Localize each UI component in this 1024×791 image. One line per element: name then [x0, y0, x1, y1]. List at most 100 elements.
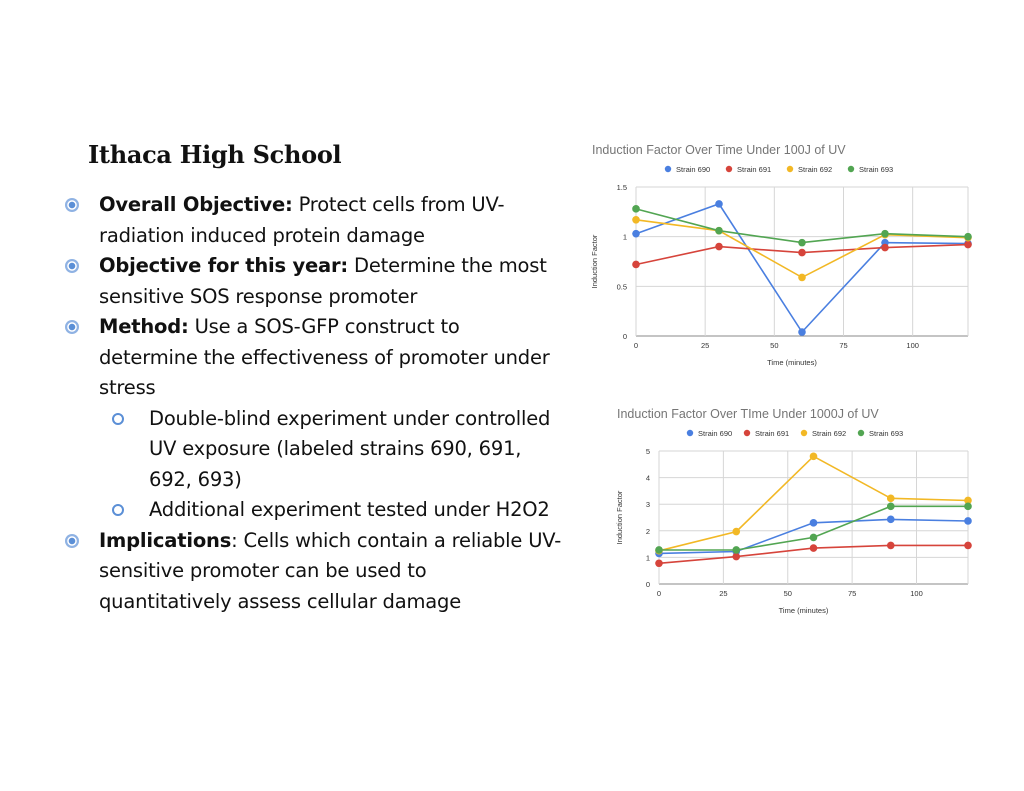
data-point-2 [798, 248, 806, 257]
bullet-icon [65, 320, 79, 334]
x-tick-label: 0 [634, 341, 638, 350]
sub-bullet-text: Double-blind experiment under controlled… [149, 406, 551, 491]
data-point-2 [655, 559, 663, 568]
bullet-label: Overall Objective: [99, 193, 293, 216]
y-tick-label: 1 [646, 553, 650, 562]
legend-marker-2 [743, 429, 751, 437]
sub-bullet-double-blind: Double-blind experiment under controlled… [62, 404, 562, 496]
y-tick-label: 0 [646, 580, 650, 589]
y-tick-label: 0.5 [617, 282, 627, 291]
y-tick-label: 0 [623, 332, 627, 341]
y-tick-label: 2 [646, 527, 650, 536]
legend-label-4: Strain 693 [869, 429, 903, 438]
bullet-icon [65, 198, 79, 212]
y-tick-label: 1.5 [617, 183, 627, 192]
sub-bullet-icon [112, 412, 124, 425]
data-point-4 [881, 229, 889, 238]
page-title: Ithaca High School [88, 140, 342, 169]
bullet-objective-year: Objective for this year: Determine the m… [62, 251, 562, 312]
bullet-text: Protect cells from UV-radiation induced … [99, 193, 505, 247]
data-point-3 [886, 494, 895, 503]
series-line-4 [659, 505, 968, 551]
legend-marker-1 [686, 429, 694, 437]
legend-label-2: Strain 691 [755, 429, 789, 438]
data-point-4 [632, 205, 640, 213]
bullet-icon [65, 533, 79, 548]
data-point-2 [964, 541, 972, 550]
chart-100j: Induction Factor Over Time Under 100J of… [590, 143, 972, 367]
legend-label-2: Strain 691 [737, 165, 771, 174]
data-point-1 [964, 517, 972, 525]
x-tick-label: 25 [719, 589, 727, 598]
legend-label-1: Strain 690 [676, 165, 710, 174]
data-point-4 [715, 226, 723, 235]
data-point-1 [715, 200, 723, 208]
legend-marker-3 [800, 429, 808, 437]
data-point-3 [809, 452, 818, 461]
data-point-3 [732, 527, 741, 536]
bullet-overall-objective: Overall Objective: Protect cells from UV… [62, 190, 562, 251]
chart-title: Induction Factor Over TIme Under 1000J o… [617, 407, 879, 421]
bullet-text: Use a SOS-GFP construct to determine the… [99, 315, 550, 399]
bullet-implications: Implications: Cells which contain a reli… [62, 526, 562, 618]
data-point-2 [632, 260, 640, 269]
sub-bullet-text: Additional experiment tested under H2O2 [149, 498, 550, 521]
data-point-3 [632, 215, 640, 224]
x-tick-label: 100 [906, 341, 919, 350]
data-point-3 [798, 273, 806, 282]
legend-label-4: Strain 693 [859, 165, 893, 174]
sub-bullet-h2o2: Additional experiment tested under H2O2 [62, 495, 562, 526]
data-point-4 [964, 232, 972, 241]
legend-marker-4 [847, 165, 855, 173]
data-point-4 [798, 238, 806, 247]
data-point-1 [886, 515, 895, 524]
data-point-2 [886, 541, 895, 550]
bullet-list: Overall Objective: Protect cells from UV… [62, 190, 562, 617]
legend-label-3: Strain 692 [798, 165, 832, 174]
y-tick-label: 5 [646, 447, 650, 456]
y-tick-label: 3 [646, 500, 650, 509]
data-point-4 [732, 546, 741, 554]
legend-label-1: Strain 690 [698, 429, 732, 438]
y-tick-label: 4 [646, 474, 650, 483]
data-point-1 [632, 229, 640, 238]
x-axis-title: Time (minutes) [779, 606, 829, 615]
x-tick-label: 0 [657, 589, 661, 598]
bullet-icon [65, 259, 79, 273]
sub-bullet-icon [112, 504, 124, 516]
x-tick-label: 100 [910, 589, 923, 598]
bullet-label: Method: [99, 315, 189, 338]
x-tick-label: 75 [839, 341, 847, 350]
bullet-text: : Cells which contain a reliable UV-sens… [99, 528, 562, 613]
legend-marker-2 [725, 165, 733, 173]
data-point-4 [964, 502, 972, 511]
data-point-2 [881, 243, 889, 252]
data-point-2 [715, 242, 723, 251]
data-point-4 [886, 502, 895, 511]
data-point-1 [809, 519, 818, 527]
bullet-method: Method: Use a SOS-GFP construct to deter… [62, 312, 562, 404]
x-tick-label: 50 [770, 341, 778, 350]
legend-label-3: Strain 692 [812, 429, 846, 438]
data-point-3 [964, 496, 972, 505]
data-point-2 [964, 240, 972, 249]
legend-marker-3 [786, 165, 794, 173]
series-line-1 [635, 202, 969, 334]
y-axis-title: Induction Factor [615, 490, 624, 544]
bullet-label: Objective for this year: [99, 254, 349, 277]
data-point-1 [798, 328, 806, 336]
data-point-4 [655, 546, 663, 554]
bullet-label: Implications [99, 528, 232, 552]
legend-marker-1 [664, 165, 672, 173]
y-tick-label: 1 [623, 233, 627, 242]
data-point-2 [732, 552, 741, 561]
chart-title: Induction Factor Over Time Under 100J of… [592, 143, 846, 157]
x-axis-title: Time (minutes) [767, 358, 817, 367]
data-point-4 [809, 533, 818, 542]
x-tick-label: 75 [848, 589, 856, 598]
y-axis-title: Induction Factor [590, 234, 599, 288]
x-tick-label: 50 [784, 589, 792, 598]
chart-1000j: Induction Factor Over TIme Under 1000J o… [615, 407, 972, 615]
x-tick-label: 25 [701, 341, 709, 350]
legend-marker-4 [857, 429, 865, 437]
